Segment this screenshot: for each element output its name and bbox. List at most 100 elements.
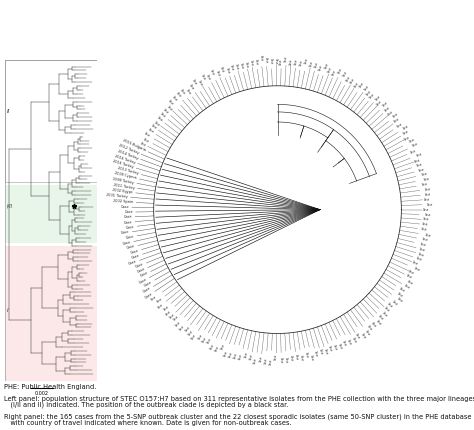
Text: Case: Case [403,129,410,136]
Text: Case: Case [328,66,333,74]
Text: Case: Case [164,309,172,316]
Text: Case: Case [421,222,428,227]
Text: Case: Case [249,353,254,360]
Text: Case: Case [184,325,191,332]
Text: Case: Case [421,237,428,243]
Text: Case: Case [309,60,314,67]
Text: Case: Case [258,55,263,61]
Text: Case: Case [415,256,423,262]
Text: Case: Case [200,74,206,81]
Text: Case: Case [122,240,131,246]
Text: Case: Case [173,315,180,322]
Text: Case: Case [143,286,152,294]
Text: Case: Case [197,332,204,340]
Text: Case: Case [409,138,416,144]
Text: Case: Case [269,359,273,365]
Text: Case: Case [341,340,347,347]
Text: Case: Case [342,71,348,78]
Text: Case: Case [337,68,344,75]
Text: I/II: I/II [7,203,13,209]
Text: Case: Case [131,253,140,260]
Text: Case: Case [391,299,399,307]
Text: Case: Case [121,230,130,236]
Text: Case: Case [124,210,133,214]
Text: Case: Case [130,249,139,255]
Text: Case: Case [423,208,429,212]
Text: Case: Case [354,332,361,340]
Text: Case: Case [159,111,166,119]
Text: Case: Case [419,247,426,252]
Text: Case: Case [269,58,273,64]
Text: Right panel: the 165 cases from the 5-SNP outbreak cluster and the 22 closest sp: Right panel: the 165 cases from the 5-SN… [4,414,471,420]
FancyBboxPatch shape [5,185,97,243]
Text: Case: Case [191,333,198,341]
Text: Case: Case [332,344,338,351]
Text: Case: Case [279,356,283,363]
Text: 2002 Egypt: 2002 Egypt [112,188,133,194]
Text: Case: Case [374,94,382,101]
Text: 2011 Turkey: 2011 Turkey [113,183,135,190]
Text: Case: Case [179,88,186,96]
Text: Case: Case [424,187,431,192]
Text: Case: Case [365,89,373,97]
Text: Case: Case [327,345,333,353]
Text: Case: Case [274,354,278,360]
Text: Case: Case [386,302,394,309]
Text: Case: Case [294,58,299,65]
Text: Case: Case [353,81,360,89]
Text: 2014 Turkey: 2014 Turkey [117,149,139,160]
Text: Case: Case [419,242,427,247]
Text: Case: Case [421,172,428,177]
Text: Case: Case [377,313,384,321]
Text: Case: Case [424,233,431,238]
Text: Case: Case [393,117,401,124]
Text: Case: Case [387,110,394,117]
Text: Case: Case [205,73,212,81]
Text: Case: Case [337,343,343,350]
Text: Case: Case [215,70,221,77]
Text: Case: Case [187,329,194,337]
Text: Case: Case [234,63,240,71]
Text: Case: Case [220,343,226,350]
Text: Case: Case [376,99,383,107]
Text: Case: Case [139,271,149,278]
Text: Case: Case [279,58,283,65]
Text: Case: Case [120,205,129,209]
Text: Case: Case [418,167,425,173]
Text: Left panel: population structure of STEC O157:H7 based on 311 representative iso: Left panel: population structure of STEC… [4,396,474,402]
Text: Case: Case [375,319,382,326]
Text: Case: Case [249,60,254,67]
Text: Case: Case [345,75,351,83]
Text: Case: Case [171,95,178,102]
Text: Case: Case [369,92,376,100]
Text: Case: Case [422,218,429,222]
Text: Case: Case [420,227,428,232]
Text: Case: Case [284,357,289,363]
Text: Case: Case [411,260,419,266]
Text: Case: Case [239,63,245,70]
Text: Case: Case [396,122,404,129]
Text: Case: Case [417,162,424,168]
Text: Case: Case [238,353,244,361]
Text: 2009 Cyprus: 2009 Cyprus [114,172,137,180]
Text: Case: Case [144,292,154,299]
Text: Case: Case [384,106,391,113]
Text: Case: Case [424,197,430,202]
Text: Case: Case [150,124,158,131]
Text: Case: Case [303,352,309,359]
Text: Case: Case [289,354,293,361]
Text: Case: Case [402,124,410,130]
Text: Case: Case [163,304,170,311]
Text: Case: Case [156,116,164,123]
FancyBboxPatch shape [5,60,97,182]
Text: Case: Case [214,345,220,353]
Text: Case: Case [244,61,249,68]
Text: Case: Case [175,92,182,99]
Text: Case: Case [147,128,155,135]
Text: 2002 Spain: 2002 Spain [113,200,134,204]
Text: Case: Case [188,84,195,91]
Text: 2016 Turkey: 2016 Turkey [112,159,134,169]
Text: Case: Case [318,64,323,71]
Text: 0.002: 0.002 [35,391,49,396]
Text: Case: Case [294,353,299,360]
